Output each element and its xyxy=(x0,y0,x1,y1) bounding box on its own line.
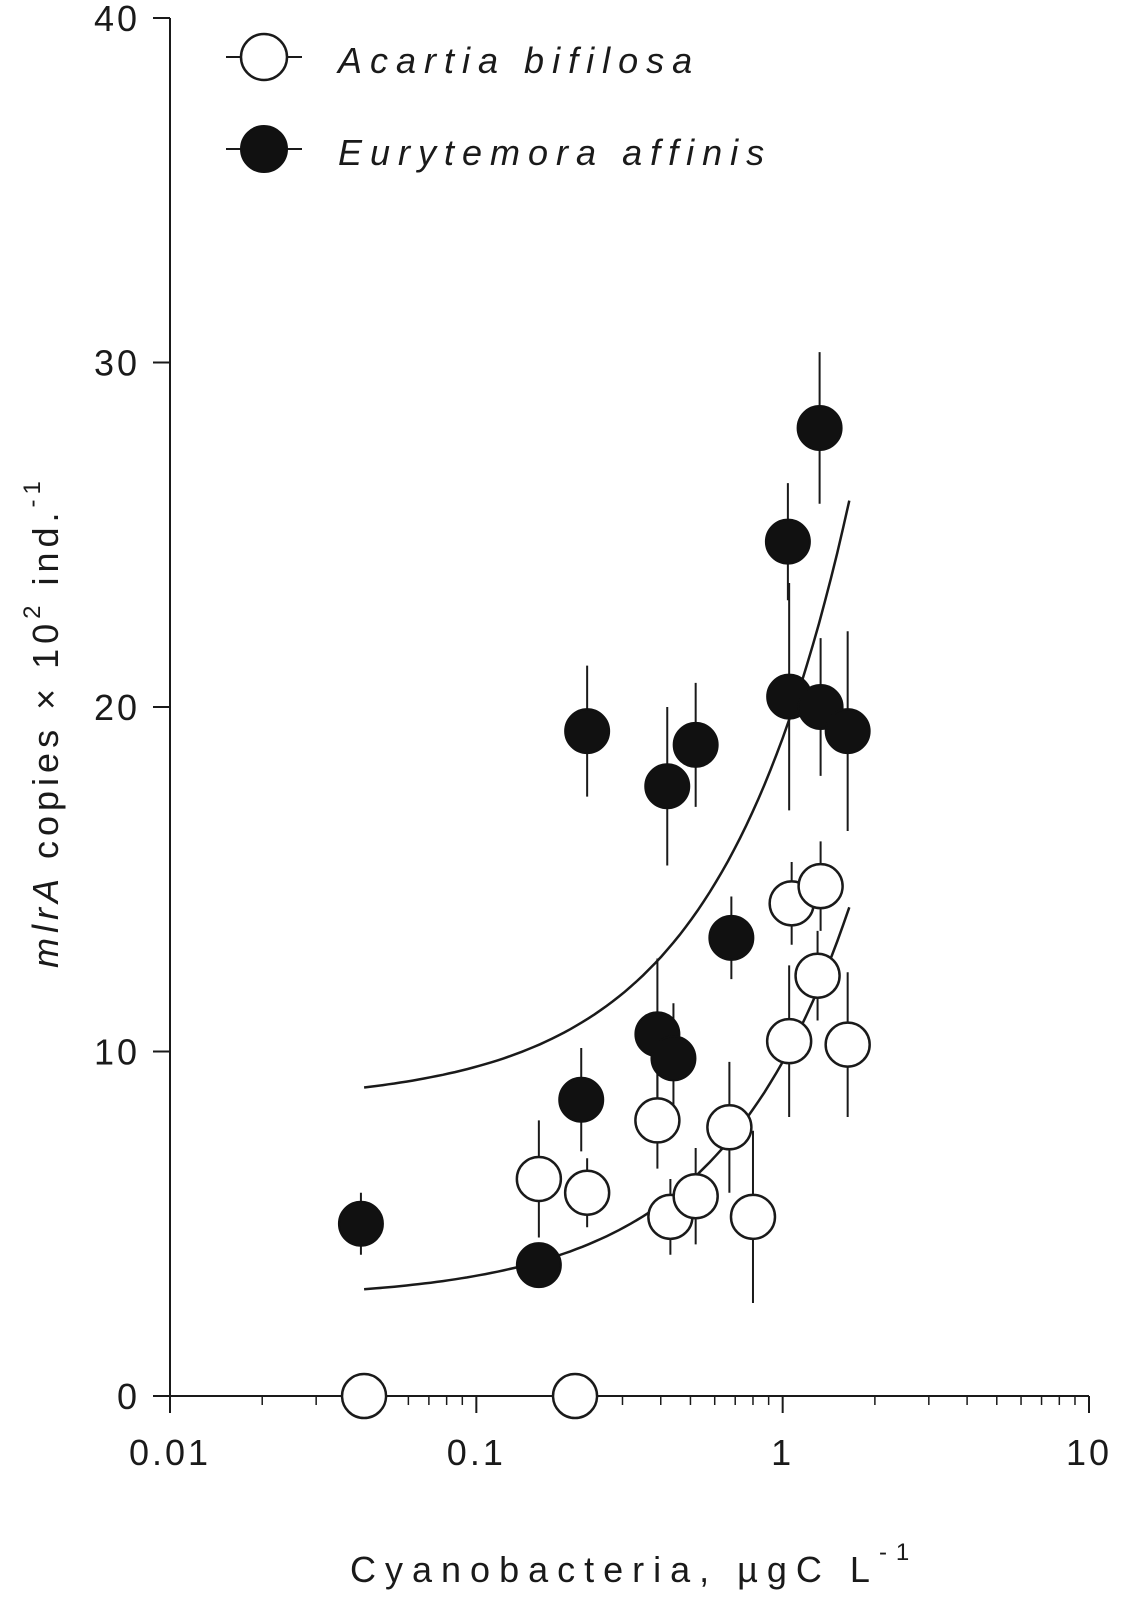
y-axis-title-sup1: 2 xyxy=(19,601,46,619)
y-ticks: 0 10 20 30 40 xyxy=(94,0,170,1417)
y-axis-title: mlrA copies × 102 ind.-1 xyxy=(19,476,66,968)
eurytemora-point xyxy=(337,1200,384,1247)
eurytemora-point xyxy=(644,763,691,810)
y-tick-label: 30 xyxy=(94,343,140,384)
acartia-point xyxy=(340,1372,388,1420)
acartia-point xyxy=(765,1017,813,1065)
legend-eurytemora-marker xyxy=(240,125,288,173)
axes: 0.01 0.1 1 10 0 10 20 30 40 xyxy=(94,0,1112,1473)
eurytemora-point xyxy=(672,721,719,768)
x-tick-label: 0.1 xyxy=(447,1432,506,1473)
legend-acartia-marker xyxy=(239,32,289,82)
eurytemora-point xyxy=(564,708,611,755)
acartia-point xyxy=(563,1169,611,1216)
eurytemora-point xyxy=(650,1035,697,1082)
acartia-point xyxy=(824,1021,871,1068)
y-tick-label: 0 xyxy=(117,1376,140,1417)
legend-eurytemora-label: Eurytemora affinis xyxy=(338,132,772,173)
y-axis-title-rest2: ind. xyxy=(25,507,66,600)
eurytemora-point xyxy=(558,1076,605,1123)
x-axis-title-main: Cyanobacteria, µgC L xyxy=(350,1549,879,1590)
y-axis-title-sup2: -1 xyxy=(19,476,46,507)
x-tick-label: 10 xyxy=(1066,1432,1112,1473)
x-axis-title: Cyanobacteria, µgC L-1 xyxy=(350,1539,918,1590)
eurytemora-point xyxy=(796,404,843,451)
acartia-point xyxy=(515,1155,563,1203)
y-axis-title-italic: mlrA xyxy=(25,874,66,968)
legend-item-acartia: Acartia bifilosa xyxy=(226,32,700,82)
y-axis-title-rest: copies × 10 xyxy=(25,619,66,874)
fit-curves xyxy=(363,500,851,1291)
fit-curve xyxy=(363,500,851,1089)
x-tick-label: 0.01 xyxy=(129,1432,211,1473)
error-bars xyxy=(359,352,849,1303)
acartia-point xyxy=(634,1097,681,1144)
acartia-point xyxy=(794,952,841,999)
eurytemora-point xyxy=(824,708,871,755)
data-points xyxy=(337,404,871,1420)
x-major-ticks: 0.01 0.1 1 10 xyxy=(129,1396,1112,1473)
acartia-point xyxy=(706,1104,753,1151)
acartia-point xyxy=(729,1193,777,1241)
y-tick-label: 20 xyxy=(94,687,140,728)
acartia-point xyxy=(551,1372,599,1420)
fit-curve xyxy=(363,906,851,1291)
y-tick-label: 40 xyxy=(94,0,140,39)
eurytemora-point xyxy=(515,1242,562,1289)
legend-acartia-label: Acartia bifilosa xyxy=(336,40,700,81)
legend: Acartia bifilosa Eurytemora affinis xyxy=(226,32,772,173)
eurytemora-point xyxy=(708,914,755,961)
legend-item-eurytemora: Eurytemora affinis xyxy=(226,125,772,173)
acartia-point xyxy=(672,1172,719,1220)
x-tick-label: 1 xyxy=(771,1432,794,1473)
y-tick-label: 10 xyxy=(94,1032,140,1073)
eurytemora-point xyxy=(764,518,811,565)
x-axis-title-sup: -1 xyxy=(879,1539,918,1566)
acartia-point xyxy=(797,862,844,910)
